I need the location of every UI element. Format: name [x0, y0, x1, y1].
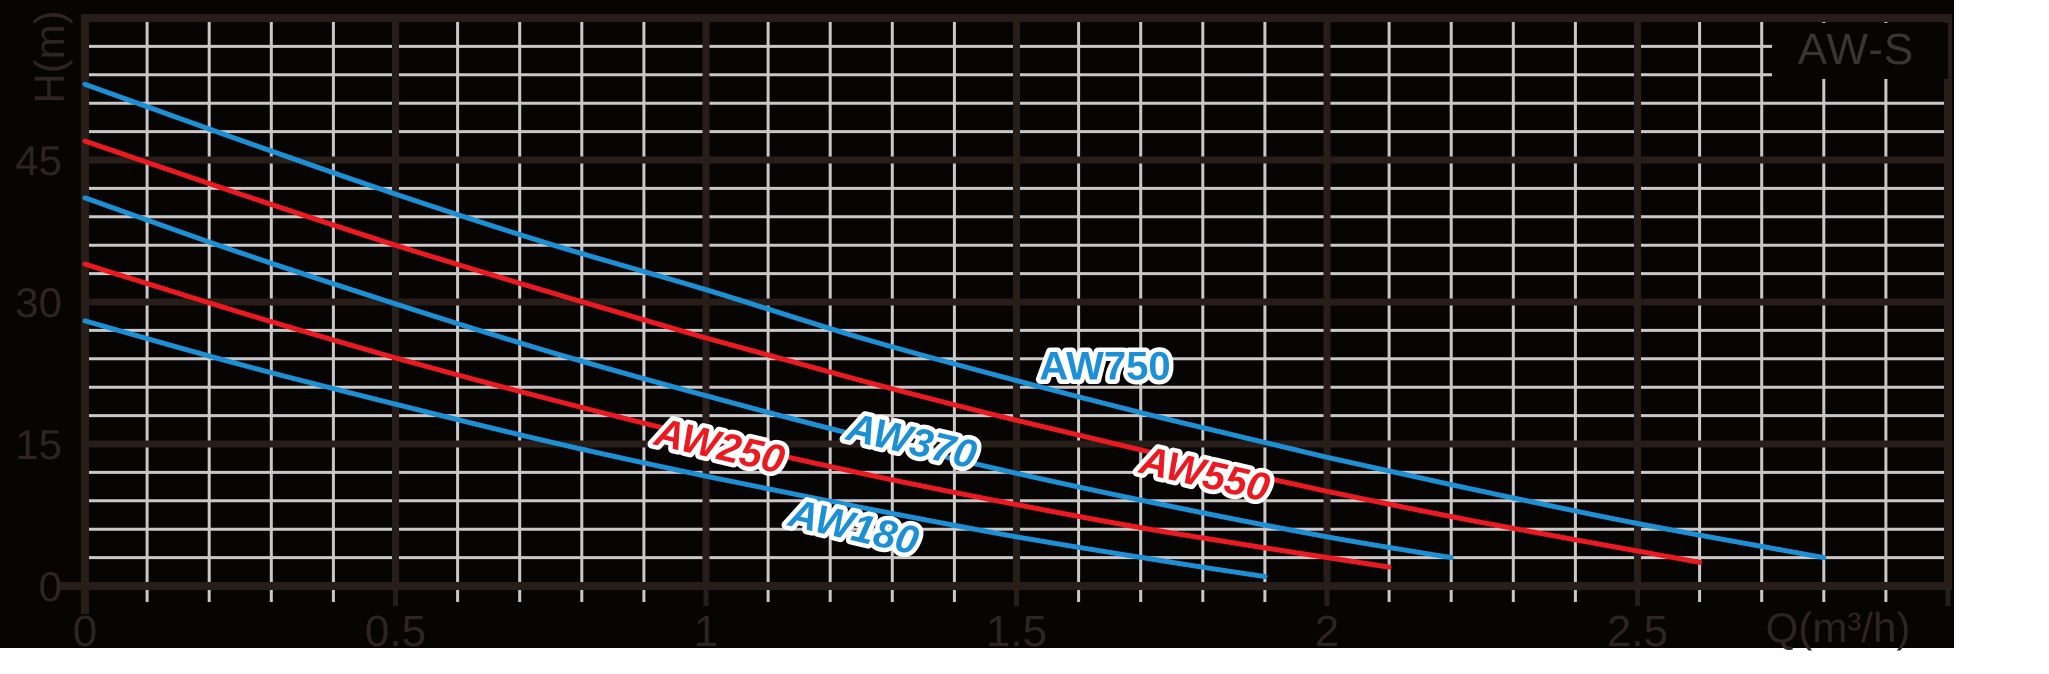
y-axis-label: H(m) — [26, 10, 73, 103]
curve-AW250 — [82, 261, 1392, 570]
x-tick-label: 0.5 — [365, 607, 426, 656]
curve-AW370 — [82, 195, 1454, 561]
x-tick-label: 2 — [1315, 607, 1339, 656]
y-tick-label: 45 — [15, 137, 62, 184]
chart-title: AW-S — [1798, 25, 1914, 74]
x-tick-label: 1.5 — [986, 607, 1047, 656]
y-tick-label: 30 — [15, 279, 62, 326]
x-tick-label: 1 — [694, 607, 718, 656]
plot-border — [81, 14, 1952, 590]
curve-label-AW750: AW750 — [1039, 344, 1170, 388]
curve-AW180 — [82, 318, 1268, 579]
y-tick-label: 0 — [39, 563, 62, 610]
curve-AW750 — [82, 81, 1827, 561]
chart-background — [0, 0, 1954, 648]
x-axis-label: Q(m³/h) — [1766, 604, 1911, 651]
y-tick-label: 15 — [15, 421, 62, 468]
x-tick-label: 2.5 — [1607, 607, 1668, 656]
chart-title-backdrop — [1772, 23, 1948, 79]
x-tick-label: 0 — [73, 607, 97, 656]
curve-AW550 — [82, 138, 1703, 565]
